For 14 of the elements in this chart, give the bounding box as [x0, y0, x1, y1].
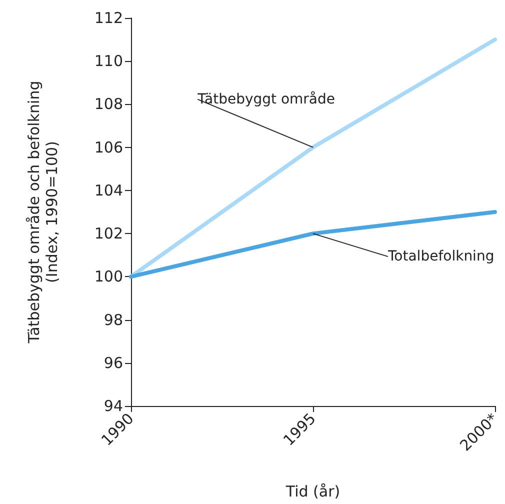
x-axis-title: Tid (år)	[284, 482, 340, 500]
series-label: Tätbebyggt område	[196, 90, 335, 108]
y-tick-label: 110	[94, 52, 123, 70]
y-tick-label: 104	[94, 181, 123, 200]
y-tick-label: 108	[94, 95, 123, 114]
y-tick-label: 96	[104, 354, 123, 372]
y-tick-label: 102	[94, 224, 123, 243]
y-tick-label: 100	[94, 268, 123, 286]
y-tick-label: 98	[104, 310, 123, 329]
y-tick-label: 94	[104, 397, 123, 415]
series-label: Totalbefolkning	[387, 248, 494, 265]
y-axis-title: Tätbebyggt område och befolkning (Index, 1990=100)	[25, 80, 61, 344]
y-tick-label: 106	[94, 138, 123, 156]
y-tick-label: 112	[94, 9, 123, 27]
